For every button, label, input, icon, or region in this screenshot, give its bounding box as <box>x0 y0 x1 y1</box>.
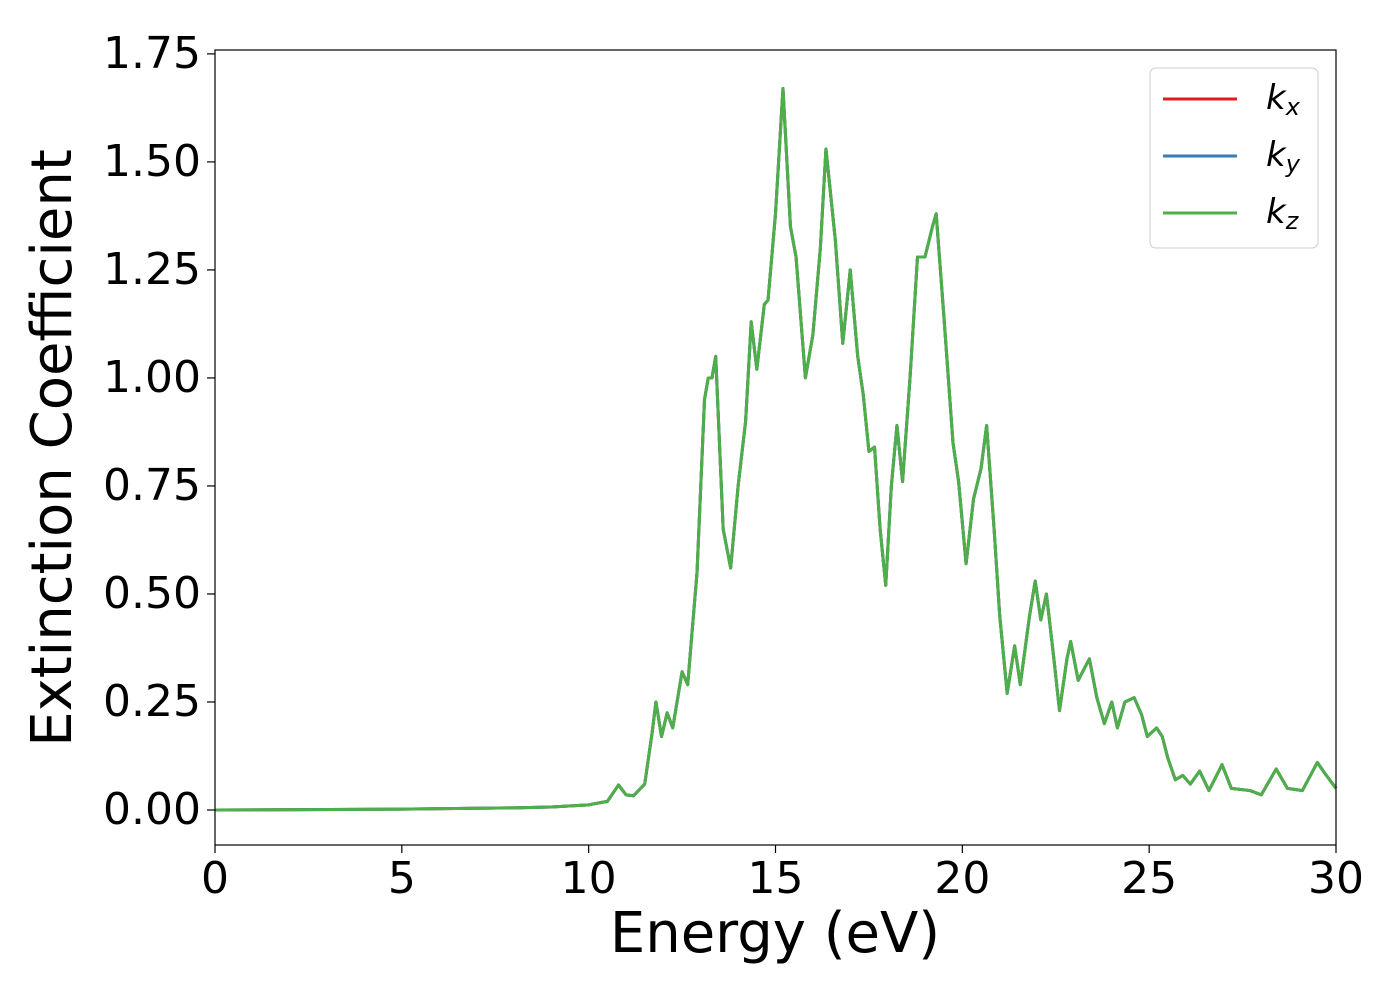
y-tick-label: 1.00 <box>103 352 201 403</box>
legend-box <box>1149 67 1319 249</box>
plot-area <box>214 86 1338 812</box>
y-tick-label: 1.75 <box>103 28 201 79</box>
x-tick-label: 5 <box>388 853 416 904</box>
x-tick-label: 0 <box>201 853 229 904</box>
y-axis-label: Extinction Coefficient <box>20 149 85 747</box>
x-axis-label: Energy (eV) <box>610 901 940 966</box>
series-line <box>214 86 1338 812</box>
x-tick-label: 30 <box>1308 853 1364 904</box>
legend: kx ky kz <box>1149 67 1319 249</box>
x-tick-label: 10 <box>561 853 617 904</box>
y-tick-label: 0.00 <box>103 784 201 835</box>
x-tick-label: 15 <box>748 853 804 904</box>
y-tick-label: 1.50 <box>103 136 201 187</box>
x-tick-label: 25 <box>1121 853 1177 904</box>
legend-label: kx <box>1266 78 1301 122</box>
y-tick-label: 1.25 <box>103 244 201 295</box>
y-tick-label: 0.50 <box>103 568 201 619</box>
y-tick-label: 0.25 <box>103 676 201 727</box>
y-tick-label: 0.75 <box>103 460 201 511</box>
legend-label: kz <box>1266 192 1300 236</box>
x-tick-label: 20 <box>934 853 990 904</box>
legend-label: ky <box>1266 135 1301 179</box>
